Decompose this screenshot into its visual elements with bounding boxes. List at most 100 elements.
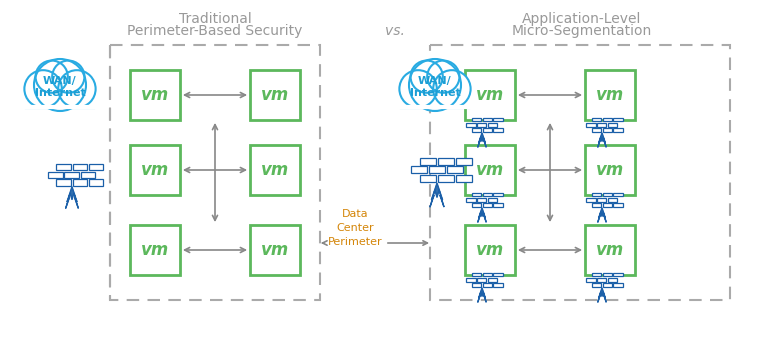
Bar bbox=[585, 145, 635, 195]
Bar bbox=[56, 164, 71, 170]
Polygon shape bbox=[598, 288, 607, 302]
Text: vm: vm bbox=[261, 241, 289, 259]
Text: Perimeter-Based Security: Perimeter-Based Security bbox=[127, 24, 303, 38]
Text: Data
Center
Perimeter: Data Center Perimeter bbox=[328, 209, 382, 247]
Bar bbox=[603, 128, 612, 132]
Circle shape bbox=[400, 70, 437, 108]
Bar bbox=[72, 164, 88, 170]
Bar bbox=[585, 70, 635, 120]
Text: Micro-Segmentation: Micro-Segmentation bbox=[512, 24, 652, 38]
Bar bbox=[466, 278, 476, 282]
Bar bbox=[110, 45, 320, 300]
Text: vm: vm bbox=[141, 86, 169, 104]
Bar bbox=[428, 166, 445, 173]
Text: WAN/
Internet: WAN/ Internet bbox=[34, 76, 85, 98]
Text: vm: vm bbox=[141, 161, 169, 179]
Text: vm: vm bbox=[596, 86, 624, 104]
Bar bbox=[430, 45, 730, 300]
Bar bbox=[592, 203, 601, 207]
Bar bbox=[250, 70, 300, 120]
Text: vm: vm bbox=[261, 86, 289, 104]
Bar bbox=[482, 193, 492, 197]
Bar bbox=[613, 118, 622, 121]
Polygon shape bbox=[430, 183, 444, 207]
Bar bbox=[26, 82, 94, 108]
Bar bbox=[592, 283, 601, 287]
Bar bbox=[477, 123, 486, 127]
Bar bbox=[456, 157, 472, 165]
Bar bbox=[472, 128, 481, 132]
Bar bbox=[477, 198, 486, 202]
Bar bbox=[488, 198, 497, 202]
Circle shape bbox=[409, 59, 461, 111]
Circle shape bbox=[36, 61, 68, 93]
Bar bbox=[482, 283, 492, 287]
Text: WAN/
Internet: WAN/ Internet bbox=[409, 76, 460, 98]
Bar bbox=[493, 203, 502, 207]
Text: vm: vm bbox=[476, 241, 504, 259]
Bar bbox=[401, 82, 469, 108]
Text: vm: vm bbox=[476, 161, 504, 179]
Bar bbox=[250, 145, 300, 195]
Bar bbox=[586, 198, 596, 202]
Circle shape bbox=[24, 70, 62, 108]
Text: Application-Level: Application-Level bbox=[522, 12, 642, 26]
Bar bbox=[493, 193, 502, 197]
Polygon shape bbox=[598, 133, 607, 147]
Bar bbox=[472, 118, 481, 121]
Bar bbox=[482, 203, 492, 207]
Text: vm: vm bbox=[141, 241, 169, 259]
Circle shape bbox=[53, 61, 84, 93]
Text: vm: vm bbox=[596, 161, 624, 179]
Bar bbox=[466, 123, 476, 127]
Bar bbox=[608, 123, 617, 127]
Circle shape bbox=[433, 70, 470, 108]
Bar bbox=[488, 278, 497, 282]
Bar bbox=[608, 198, 617, 202]
Bar bbox=[65, 172, 79, 178]
Bar bbox=[493, 128, 502, 132]
Bar bbox=[592, 193, 601, 197]
Bar bbox=[493, 273, 502, 276]
Bar bbox=[482, 273, 492, 276]
Bar bbox=[250, 225, 300, 275]
Bar bbox=[472, 193, 481, 197]
Bar bbox=[493, 118, 502, 121]
Circle shape bbox=[58, 70, 96, 108]
Bar bbox=[465, 145, 515, 195]
Bar bbox=[597, 198, 607, 202]
Bar bbox=[472, 273, 481, 276]
Polygon shape bbox=[478, 133, 486, 147]
Bar bbox=[438, 175, 454, 182]
Circle shape bbox=[427, 61, 460, 93]
Text: vm: vm bbox=[476, 86, 504, 104]
Bar bbox=[613, 128, 622, 132]
Bar bbox=[465, 225, 515, 275]
Bar bbox=[72, 179, 88, 186]
Bar bbox=[89, 164, 103, 170]
Text: Traditional: Traditional bbox=[179, 12, 251, 26]
Bar bbox=[488, 123, 497, 127]
Bar bbox=[48, 172, 63, 178]
Bar bbox=[81, 172, 95, 178]
Bar bbox=[447, 166, 463, 173]
Bar bbox=[586, 123, 596, 127]
Bar bbox=[56, 179, 71, 186]
Bar bbox=[585, 225, 635, 275]
Bar bbox=[597, 278, 607, 282]
Bar bbox=[419, 157, 436, 165]
Bar bbox=[410, 166, 427, 173]
Bar bbox=[472, 203, 481, 207]
Text: vs.: vs. bbox=[385, 24, 405, 38]
Bar bbox=[603, 283, 612, 287]
Bar bbox=[597, 123, 607, 127]
Bar bbox=[603, 118, 612, 121]
Bar bbox=[130, 70, 180, 120]
Polygon shape bbox=[478, 208, 486, 222]
Bar bbox=[613, 283, 622, 287]
Bar bbox=[608, 278, 617, 282]
Text: vm: vm bbox=[596, 241, 624, 259]
Bar bbox=[465, 70, 515, 120]
Bar bbox=[603, 193, 612, 197]
Bar bbox=[613, 203, 622, 207]
